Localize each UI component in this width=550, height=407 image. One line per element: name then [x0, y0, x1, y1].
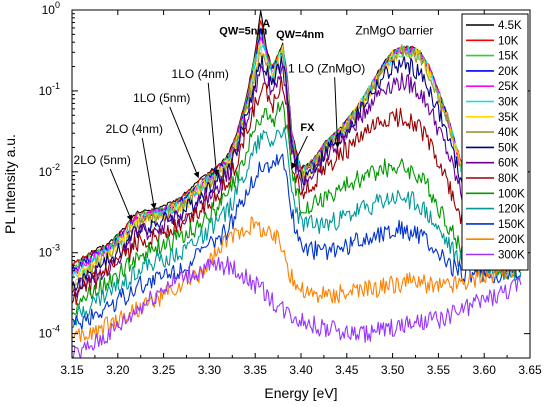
- x-tick-label: 3.50: [381, 363, 405, 377]
- legend-label: 80K: [498, 173, 519, 185]
- annotation-arrow: [109, 168, 133, 222]
- annotation-label: FX: [300, 122, 315, 134]
- series-line-120K: [72, 126, 522, 329]
- x-tick-label: 3.65: [518, 363, 542, 377]
- annotation-arrow: [141, 138, 157, 210]
- annotation-label: 1LO (5nm): [133, 91, 190, 105]
- series-line-100K: [72, 100, 522, 315]
- series-line-60K: [72, 63, 522, 298]
- legend-label: 50K: [498, 142, 519, 154]
- legend-label: 30K: [498, 97, 519, 109]
- annotation-label: QW=4nm: [276, 29, 324, 41]
- legend-label: 150K: [498, 219, 525, 231]
- legend-label: 200K: [498, 234, 525, 246]
- y-tick-label: 10-2: [39, 162, 60, 179]
- annotation-arrow: [291, 135, 308, 170]
- x-tick-label: 3.40: [289, 363, 313, 377]
- x-tick-label: 3.30: [198, 363, 222, 377]
- y-tick-label: 10-1: [39, 81, 60, 98]
- x-axis-label: Energy [eV]: [264, 385, 337, 401]
- x-tick-label: 3.60: [473, 363, 497, 377]
- legend-label: 25K: [498, 81, 519, 93]
- legend-label: 20K: [498, 66, 519, 78]
- annotation-label: A: [262, 18, 270, 30]
- legend-label: 300K: [498, 250, 525, 262]
- annotation-label: 2LO (4nm): [106, 122, 163, 136]
- legend: 4.5K 10K 15K 20K 25K 30K 35K 40K 50K 60K 80K 100K 12…: [461, 13, 529, 271]
- legend-label: 15K: [498, 51, 519, 63]
- annotation-label: 1 LO (ZnMgO): [288, 61, 365, 75]
- annotation-arrow: [334, 77, 341, 149]
- x-tick-label: 3.20: [106, 363, 130, 377]
- y-axis-label: PL Intensity a.u.: [2, 134, 18, 234]
- x-tick-label: 3.35: [244, 363, 268, 377]
- x-tick-label: 3.55: [427, 363, 451, 377]
- y-axis: 100 10-1 10-2 10-3 10-4: [39, 0, 530, 359]
- legend-label: 35K: [498, 112, 519, 124]
- legend-label: 120K: [498, 204, 525, 216]
- x-tick-label: 3.45: [335, 363, 359, 377]
- legend-label: 40K: [498, 127, 519, 139]
- x-tick-label: 3.15: [60, 363, 84, 377]
- legend-label: 4.5K: [498, 20, 522, 32]
- y-tick-label: 100: [42, 0, 60, 17]
- y-tick-label: 10-4: [39, 324, 60, 341]
- series-line-40K: [72, 44, 522, 291]
- legend-label: 60K: [498, 158, 519, 170]
- x-tick-label: 3.25: [152, 363, 176, 377]
- series-line-50K: [72, 55, 521, 291]
- series-line-150K: [72, 153, 521, 331]
- annotation-arrow: [207, 82, 220, 177]
- annotation-label: ZnMgO barrier: [355, 23, 433, 37]
- annotation-label: QW=5nm: [219, 25, 267, 37]
- legend-label: 100K: [498, 188, 525, 200]
- annotation-arrow: [169, 106, 200, 179]
- series-group: [72, 10, 522, 358]
- series-line-300K: [72, 255, 522, 358]
- annotation-label: 2LO (5nm): [74, 153, 131, 167]
- legend-label: 10K: [498, 35, 519, 47]
- legend-box: [461, 13, 529, 271]
- y-tick-label: 10-3: [39, 243, 60, 260]
- series-line-200K: [72, 216, 522, 343]
- annotation-label: 1LO (4nm): [172, 67, 229, 81]
- x-axis: 3.15 3.20 3.25 3.30 3.35 3.40 3.45 3.50 3.55 3.60…: [60, 10, 542, 377]
